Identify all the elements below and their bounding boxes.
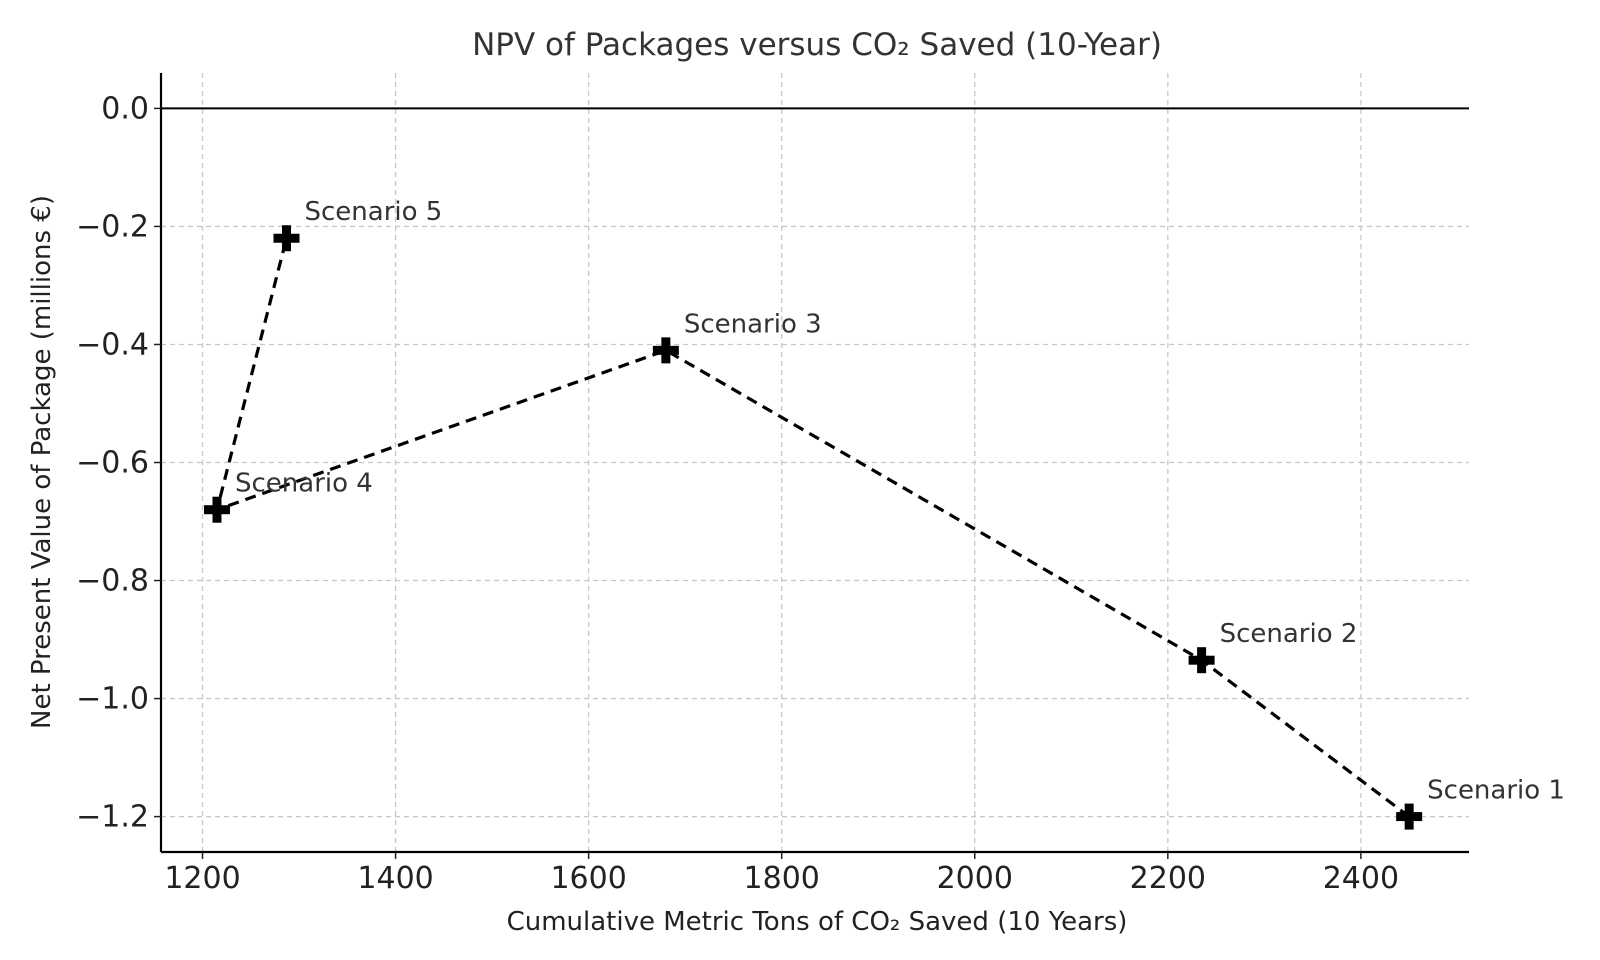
x-axis-label: Cumulative Metric Tons of CO₂ Saved (10 … — [507, 907, 1128, 937]
plus-marker-vertical — [661, 337, 671, 364]
y-tick-label: −1.0 — [76, 682, 149, 717]
axes: 1200 1400 1600 1800 2000 2200 2400 0.0 −0.2 −0.4 −… — [76, 73, 1469, 896]
y-axis-label: Net Present Value of Package (millions €… — [27, 195, 57, 729]
data-point-marker — [1188, 647, 1215, 674]
plus-marker-vertical — [212, 496, 222, 523]
x-tick-label: 2200 — [1130, 861, 1206, 896]
x-tick-label: 1800 — [744, 861, 820, 896]
data-point-label: Scenario 4 — [235, 469, 373, 499]
data-point-marker — [273, 225, 300, 252]
y-tick-label: −1.2 — [76, 800, 149, 835]
data-point-marker — [652, 337, 679, 364]
chart-title: NPV of Packages versus CO₂ Saved (10-Yea… — [472, 27, 1162, 63]
plus-marker-vertical — [1197, 647, 1207, 674]
y-tick-label: −0.6 — [76, 446, 149, 481]
plus-marker-vertical — [1404, 803, 1414, 830]
data-point-label: Scenario 2 — [1220, 619, 1358, 649]
x-tick-label: 2000 — [937, 861, 1013, 896]
plus-marker-vertical — [281, 225, 291, 252]
grid-lines — [161, 73, 1469, 852]
series-layer: Scenario 1 Scenario 2 Scenario 3 Scenario 4… — [203, 197, 1565, 830]
x-tick-label: 1200 — [164, 861, 240, 896]
data-point-label: Scenario 1 — [1427, 776, 1565, 806]
series-line — [214, 237, 1411, 818]
data-point-marker — [203, 496, 230, 523]
x-tick-label: 2400 — [1323, 861, 1399, 896]
x-tick-label: 1400 — [357, 861, 433, 896]
y-tick-label: −0.2 — [76, 209, 149, 244]
x-tick-label: 1600 — [550, 861, 626, 896]
data-point-label: Scenario 3 — [684, 309, 822, 339]
data-point-label: Scenario 5 — [304, 197, 442, 227]
y-tick-label: 0.0 — [101, 91, 149, 126]
data-point-marker — [1396, 803, 1423, 830]
y-tick-label: −0.4 — [76, 327, 149, 362]
y-tick-label: −0.8 — [76, 564, 149, 599]
